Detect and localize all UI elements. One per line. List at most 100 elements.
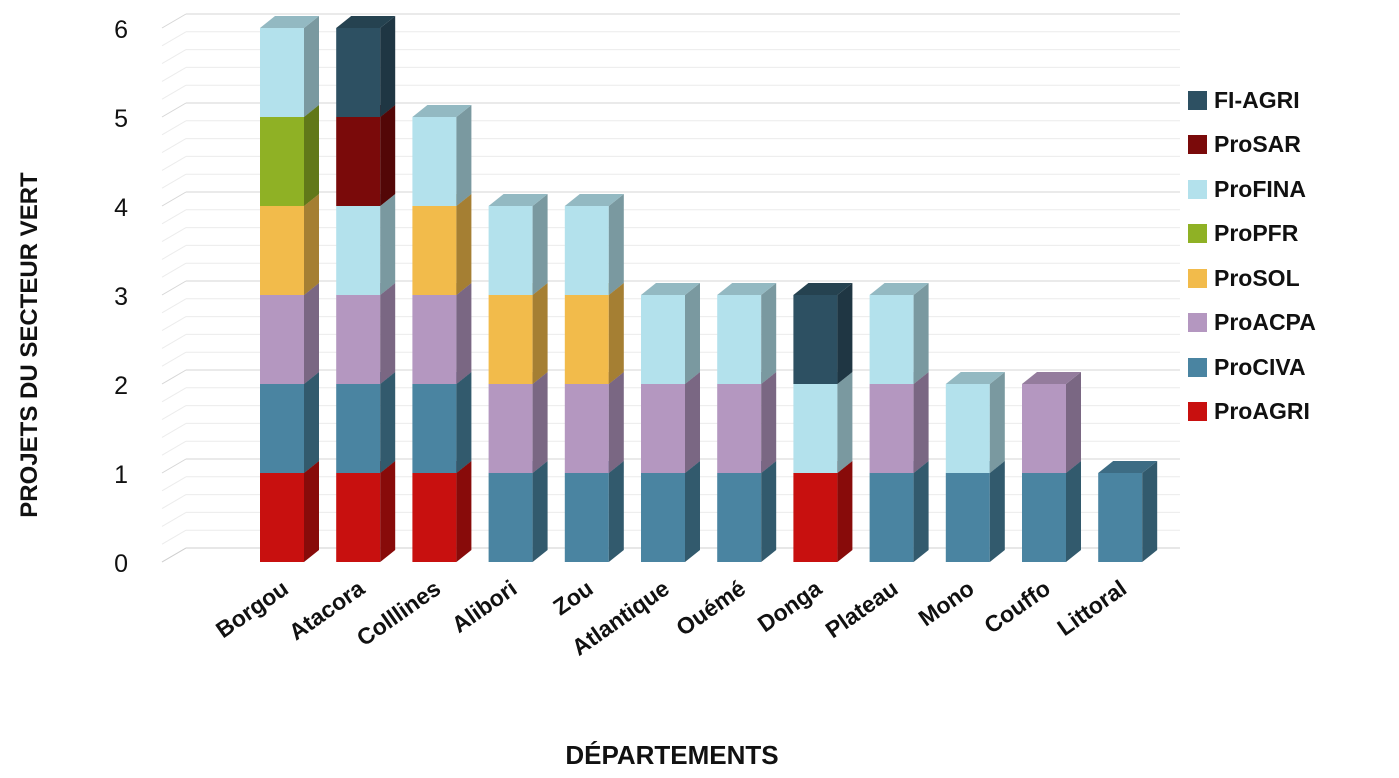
bar-segment-side — [608, 194, 624, 295]
bar-segment — [336, 384, 381, 473]
bar-segment-top — [1098, 461, 1158, 473]
legend-item: ProSOL — [1188, 256, 1316, 301]
gridline-diagonal — [161, 511, 187, 527]
bar-segment-side — [304, 372, 319, 473]
gridline-diagonal — [161, 387, 187, 403]
x-tick-label: Colllines — [352, 575, 445, 651]
bar-segment-side — [456, 194, 472, 295]
bar-segment-side — [608, 372, 624, 473]
gridline-diagonal — [161, 227, 187, 243]
bar-segment-side — [913, 283, 929, 384]
x-tick-label: Plateau — [821, 575, 903, 643]
bar-segment-top — [336, 16, 396, 28]
bar-segment — [564, 384, 609, 473]
bar-segment-side — [304, 16, 319, 117]
bar-segment-side — [913, 461, 929, 562]
bar-segment — [945, 384, 990, 473]
bar-segment — [336, 473, 381, 562]
x-tick-label: Zou — [548, 575, 597, 620]
legend-swatch — [1188, 224, 1207, 244]
legend-swatch — [1188, 179, 1207, 199]
bar-segment-side — [1066, 461, 1081, 562]
legend-label: ProSAR — [1214, 131, 1301, 158]
legend-swatch — [1188, 90, 1207, 110]
bar-segment-side — [380, 372, 396, 473]
legend: FI-AGRI ProSAR ProFINA ProPFR ProSOL ProACPA P… — [1188, 78, 1316, 434]
bar-segment — [641, 384, 685, 473]
bar-segment-side — [837, 372, 853, 473]
x-tick-label: Donga — [753, 575, 827, 637]
x-tick-label: Ouémé — [671, 575, 750, 641]
bar-segment-side — [913, 372, 929, 473]
bar-segment — [336, 117, 381, 206]
bar-segment — [564, 295, 609, 384]
bar-segment-side — [761, 461, 777, 562]
bar-segment — [412, 384, 457, 473]
legend-swatch — [1188, 402, 1207, 422]
bar-segment — [717, 473, 762, 562]
bar-segment-side — [989, 372, 1005, 473]
bar-segment-side — [456, 283, 472, 384]
bar-segment-side — [380, 16, 396, 117]
bar-segment-top — [564, 194, 624, 206]
gridline-diagonal — [161, 529, 187, 545]
gridline-diagonal — [161, 155, 187, 171]
bar-segment-side — [837, 283, 853, 384]
legend-item: ProCIVA — [1188, 345, 1316, 390]
bar-segment-side — [532, 372, 548, 473]
bar-segment — [336, 28, 381, 117]
bar-segment-top — [793, 283, 853, 295]
bar-segment — [260, 28, 304, 117]
y-axis-title: PROJETS DU SECTEUR VERT — [16, 172, 43, 518]
bar-segment-side — [1066, 372, 1081, 473]
bar-segment — [717, 295, 762, 384]
legend-item: ProACPA — [1188, 301, 1316, 346]
y-tick-label: 1 — [114, 461, 128, 489]
bar-segment-side — [532, 194, 548, 295]
legend-label: ProCIVA — [1214, 353, 1306, 380]
y-tick-label: 6 — [114, 16, 128, 44]
y-tick-label: 4 — [114, 194, 128, 222]
gridline-diagonal — [161, 369, 187, 385]
bar-segment — [260, 206, 304, 295]
bar-segment — [869, 473, 914, 562]
legend-swatch — [1188, 313, 1207, 333]
bar-segment-side — [761, 283, 777, 384]
bar-segment-side — [304, 105, 319, 206]
bar-segment — [260, 384, 304, 473]
gridline-diagonal — [161, 333, 187, 349]
legend-item: ProPFR — [1188, 212, 1316, 257]
bar-segment — [1022, 473, 1066, 562]
bar-segment — [488, 206, 533, 295]
bar-segment-side — [380, 194, 396, 295]
legend-item: ProFINA — [1188, 167, 1316, 212]
gridline-diagonal — [161, 191, 187, 207]
bar-segment-side — [685, 372, 700, 473]
y-tick-label: 2 — [114, 372, 128, 400]
bar-segment-side — [380, 105, 396, 206]
bar-segment — [564, 206, 609, 295]
legend-item: ProSAR — [1188, 123, 1316, 168]
bar-segment — [1022, 384, 1066, 473]
gridline-diagonal — [161, 173, 187, 189]
bar-segment-side — [608, 461, 624, 562]
gridline-diagonal — [161, 316, 187, 332]
gridline-diagonal — [161, 102, 187, 118]
bar-segment — [412, 295, 457, 384]
legend-label: ProFINA — [1214, 175, 1306, 202]
gridline-diagonal — [161, 209, 187, 225]
legend-label: ProAGRI — [1214, 398, 1310, 425]
bar-segment — [869, 384, 914, 473]
gridline-diagonal — [161, 138, 187, 154]
bar-segment — [869, 295, 914, 384]
bar-segment-top — [945, 372, 1005, 384]
x-tick-label: Mono — [914, 575, 979, 631]
bar-segment — [488, 473, 533, 562]
legend-label: ProSOL — [1214, 264, 1300, 291]
gridline-diagonal — [161, 476, 187, 492]
gridline-diagonal — [161, 262, 187, 278]
gridline-diagonal — [161, 422, 187, 438]
bar-segment — [641, 295, 685, 384]
bar-segment-side — [380, 461, 396, 562]
